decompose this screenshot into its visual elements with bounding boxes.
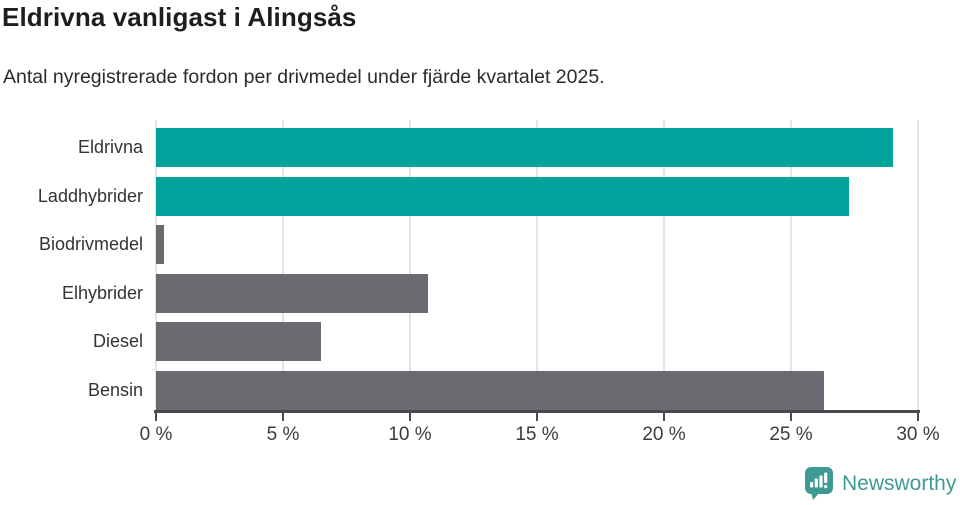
x-tick-label-10: 10 % [388,424,432,445]
category-axis: Eldrivna Laddhybrider Biodrivmedel Elhybrid… [0,120,143,411]
gridline-5 [282,120,284,411]
newsworthy-logo[interactable]: Newsworthy [805,467,956,501]
category-label-eldrivna: Eldrivna [77,137,143,157]
gridline-30 [917,120,919,411]
x-tick-25 [790,413,792,421]
gridline-25 [790,120,792,411]
category-label-diesel: Diesel [92,331,143,351]
plot-area [155,120,919,411]
x-tick-label-5: 5 % [266,424,300,445]
category-label-laddhybrider: Laddhybrider [37,185,143,206]
newsworthy-logo-text: Newsworthy [842,472,957,495]
bar-biodrivmedel [156,225,164,264]
x-tick-0 [155,413,157,421]
bar-bensin [156,370,825,410]
x-tick-10 [409,413,411,421]
bar-diesel [156,322,322,361]
gridline-15 [536,120,538,411]
category-label-bensin: Bensin [87,379,143,400]
x-tick-label-20: 20 % [642,424,686,445]
x-tick-label-15: 15 % [515,424,559,445]
chart-title: Eldrivna vanligast i Alingsås [2,2,357,32]
bar-eldrivna [156,128,893,167]
x-tick-label-0: 0 % [139,424,173,445]
x-tick-15 [536,413,538,421]
bar-elhybrider [156,273,428,313]
bar-laddhybrider [156,176,850,216]
x-tick-20 [663,413,665,421]
category-label-elhybrider: Elhybrider [61,282,143,303]
gridline-10 [409,120,411,411]
gridline-20 [663,120,665,411]
x-tick-label-25: 25 % [769,424,813,445]
x-tick-label-30: 30 % [896,424,940,445]
x-axis-line [154,410,920,413]
x-tick-5 [282,413,284,421]
chart-subtitle: Antal nyregistrerade fordon per drivmede… [3,66,605,88]
category-label-biodrivmedel: Biodrivmedel [38,234,143,254]
x-tick-30 [917,413,919,421]
gridline-0 [155,120,157,411]
newsworthy-logo-icon [805,467,833,500]
